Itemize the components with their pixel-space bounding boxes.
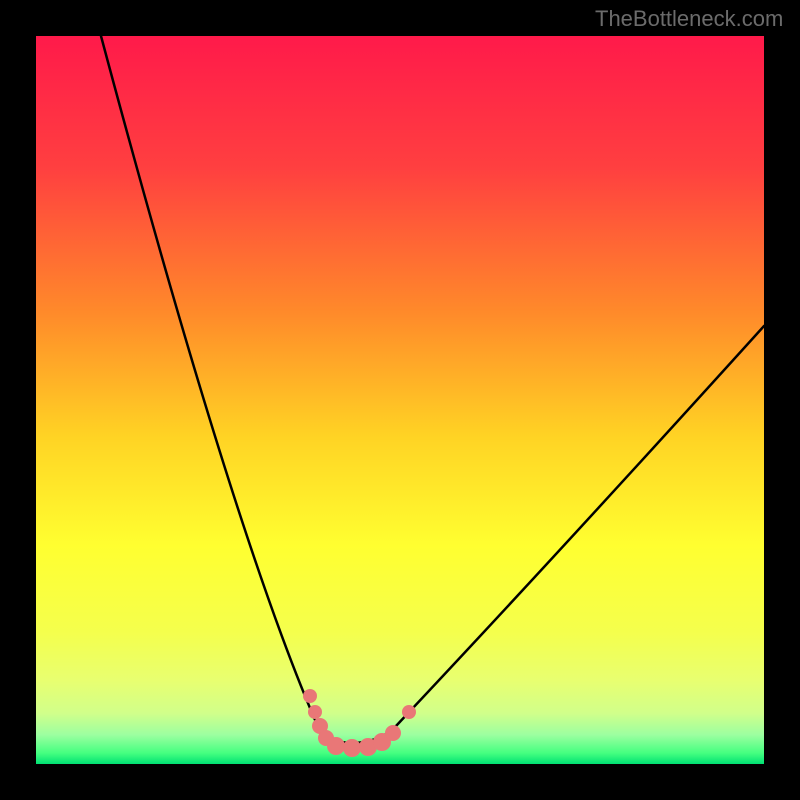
marker-left: [308, 705, 322, 719]
marker-left: [303, 689, 317, 703]
marker-floor: [385, 725, 401, 741]
marker-floor: [343, 739, 361, 757]
marker-floor: [327, 737, 345, 755]
gradient-background: [36, 36, 764, 764]
marker-right: [402, 705, 416, 719]
bottleneck-chart: [0, 0, 800, 800]
watermark-text: TheBottleneck.com: [595, 6, 783, 32]
